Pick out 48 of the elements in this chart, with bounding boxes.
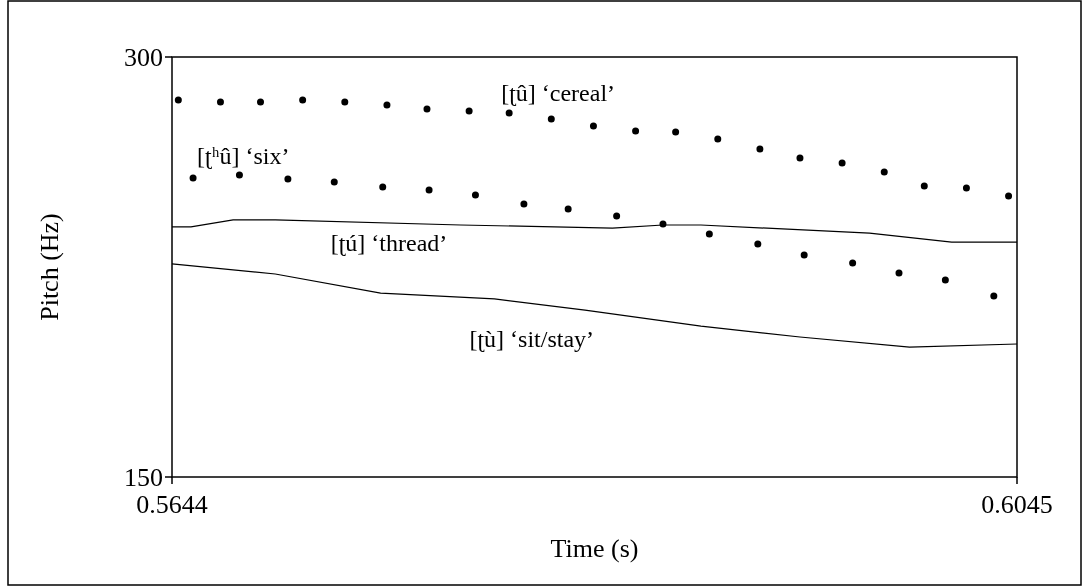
point bbox=[990, 292, 998, 300]
point bbox=[589, 122, 597, 130]
point bbox=[330, 178, 338, 186]
series-label: [ʈʰû] ‘six’ bbox=[197, 142, 290, 169]
point bbox=[754, 240, 762, 248]
point bbox=[564, 205, 572, 213]
point bbox=[423, 105, 431, 113]
point bbox=[379, 183, 387, 191]
x-tick-label: 0.5644 bbox=[136, 490, 208, 519]
point bbox=[299, 96, 307, 104]
series-label: [ʈû] ‘cereal’ bbox=[501, 80, 616, 106]
y-tick-label: 300 bbox=[124, 43, 163, 73]
point bbox=[471, 191, 479, 199]
point bbox=[174, 96, 182, 104]
series-label: [ʈú] ‘thread’ bbox=[330, 230, 448, 256]
y-tick-label: 150 bbox=[124, 463, 163, 493]
point bbox=[962, 184, 970, 192]
point bbox=[849, 259, 857, 267]
point bbox=[425, 186, 433, 194]
point bbox=[756, 145, 764, 153]
point bbox=[941, 276, 949, 284]
point bbox=[632, 127, 640, 135]
x-axis-title: Time (s) bbox=[550, 534, 639, 563]
point bbox=[1005, 192, 1013, 200]
point bbox=[800, 251, 808, 259]
point bbox=[838, 159, 846, 167]
point bbox=[216, 98, 224, 106]
point bbox=[705, 230, 713, 238]
point bbox=[672, 128, 680, 136]
y-axis-title: Pitch (Hz) bbox=[35, 213, 64, 321]
point bbox=[235, 171, 243, 179]
point bbox=[714, 135, 722, 143]
x-tick-label: 0.6045 bbox=[981, 490, 1053, 519]
point bbox=[284, 175, 292, 183]
point bbox=[520, 200, 528, 208]
point bbox=[547, 115, 555, 123]
point bbox=[880, 168, 888, 176]
point bbox=[505, 109, 513, 117]
point bbox=[465, 107, 473, 115]
point bbox=[383, 101, 391, 109]
point bbox=[895, 269, 903, 277]
series-label: [ʈù] ‘sit/stay’ bbox=[469, 325, 595, 352]
point bbox=[257, 98, 264, 106]
point bbox=[189, 174, 197, 182]
point bbox=[920, 182, 928, 190]
point bbox=[341, 98, 349, 106]
point bbox=[796, 154, 804, 162]
point bbox=[613, 212, 621, 220]
